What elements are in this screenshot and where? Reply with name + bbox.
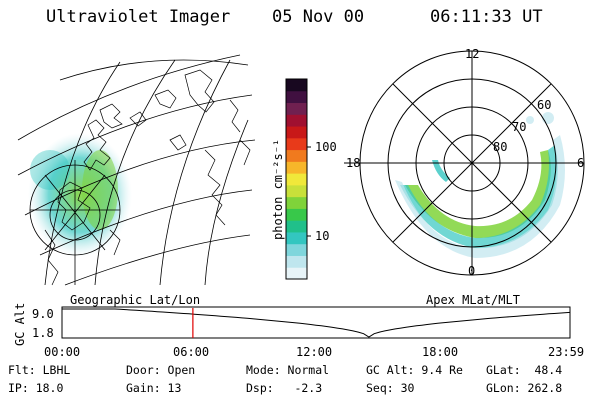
- colorbar-cell: [286, 126, 307, 139]
- colorbar-unit-label: photon cm⁻²s⁻¹: [271, 138, 285, 240]
- colorbar-cell: [286, 220, 307, 233]
- colorbar-cell: [286, 90, 307, 104]
- polar-plot: [344, 50, 585, 276]
- polar-plot-label: Apex MLat/MLT: [426, 293, 520, 307]
- mlt-label-12: 12: [465, 47, 480, 61]
- mlat-label-80: 80: [493, 140, 508, 154]
- mlt-label-6: 6: [577, 156, 585, 170]
- colorbar-cell: [286, 255, 307, 268]
- geo-map-label: Geographic Lat/Lon: [70, 293, 201, 307]
- ip-info: IP: 18.0: [8, 381, 64, 395]
- altitude-curve: [62, 308, 571, 338]
- gc-alt-info: GC Alt: 9.4 Re: [366, 363, 463, 377]
- altitude-ytick-1-8: 1.8: [32, 326, 54, 340]
- mlat-label-70: 70: [512, 120, 527, 134]
- colorbar-cell: [286, 267, 307, 280]
- colorbar-cell: [286, 137, 307, 151]
- mlat-label-60: 60: [537, 98, 552, 112]
- observation-date: 05 Nov 00: [272, 7, 365, 27]
- colorbar-tick-100: 100: [315, 140, 337, 154]
- altitude-xtick-0000: 00:00: [44, 345, 81, 359]
- geographic-map: [17, 54, 256, 286]
- colorbar-cell: [286, 208, 307, 221]
- mlt-label-18: 18: [346, 156, 361, 170]
- colorbar-cell: [286, 79, 307, 92]
- mode-info: Mode: Normal: [246, 363, 330, 377]
- instrument-title: Ultraviolet Imager: [46, 7, 231, 27]
- geo-grid: [17, 54, 256, 286]
- altitude-xtick-0600: 06:00: [173, 345, 210, 359]
- observation-time: 06:11:33 UT: [430, 7, 543, 27]
- colorbar-cell: [286, 173, 307, 186]
- colorbar-cell: [286, 149, 307, 162]
- door-info: Door: Open: [126, 363, 196, 377]
- colorbar-cell: [286, 102, 307, 115]
- altitude-xtick-2359: 23:59: [548, 345, 585, 359]
- altitude-ytick-9: 9.0: [32, 307, 54, 321]
- colorbar-cell: [286, 114, 307, 127]
- altitude-xtick-1200: 12:00: [296, 345, 333, 359]
- colorbar-cell: [286, 184, 307, 198]
- glat-info: GLat: 48.4: [486, 363, 563, 377]
- geo-coastlines: [44, 69, 251, 286]
- colorbar-cell: [286, 243, 307, 256]
- glon-info: GLon: 262.8: [486, 381, 563, 395]
- dsp-info: Dsp: -2.3: [246, 381, 323, 395]
- colorbar: [285, 78, 311, 280]
- colorbar-cell: [286, 161, 307, 174]
- filter-info: Flt: LBHL: [8, 363, 71, 377]
- colorbar-cell: [286, 196, 307, 209]
- seq-info: Seq: 30: [366, 381, 415, 395]
- gain-info: Gain: 13: [126, 381, 182, 395]
- colorbar-tick-10: 10: [315, 229, 330, 243]
- altitude-xtick-1800: 18:00: [422, 345, 459, 359]
- altitude-ylabel: GC Alt: [13, 302, 27, 346]
- altitude-frame: [61, 306, 571, 339]
- altitude-plot: [61, 306, 571, 339]
- mlt-label-0: 0: [468, 264, 476, 278]
- colorbar-cell: [286, 231, 307, 245]
- colorbar-frame: [285, 78, 308, 280]
